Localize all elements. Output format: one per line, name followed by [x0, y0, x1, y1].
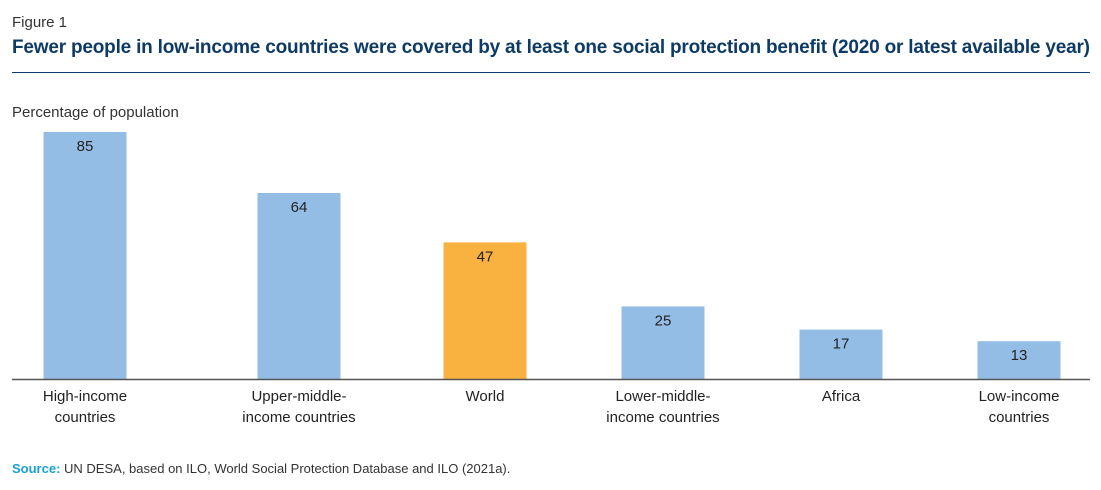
data-label-4: 17 [833, 336, 850, 353]
source-label: Source: [12, 461, 61, 476]
category-label-4-line-0: Africa [822, 388, 861, 405]
category-label-3-line-0: Lower-middle- [615, 388, 710, 405]
category-label-5-line-1: countries [989, 409, 1050, 426]
chart-title: Fewer people in low-income countries wer… [12, 37, 1090, 58]
title-divider [12, 72, 1090, 73]
source-note: Source: UN DESA, based on ILO, World Soc… [12, 461, 510, 476]
category-label-0-line-1: countries [55, 409, 116, 426]
bar-0 [43, 132, 127, 379]
category-label-1-line-0: Upper-middle- [251, 388, 346, 405]
bar-4 [799, 329, 883, 379]
data-label-1: 64 [291, 199, 308, 216]
y-axis-label: Percentage of population [12, 104, 179, 121]
source-text: UN DESA, based on ILO, World Social Prot… [64, 461, 511, 476]
category-label-3-line-1: income countries [606, 409, 719, 426]
category-label-0-line-0: High-income [43, 388, 127, 405]
data-label-0: 85 [77, 138, 94, 155]
data-label-2: 47 [477, 248, 494, 265]
figure-label: Figure 1 [12, 14, 68, 31]
category-label-5-line-0: Low-income [979, 388, 1060, 405]
bar-5 [977, 341, 1061, 379]
data-label-3: 25 [655, 312, 672, 329]
data-label-5: 13 [1011, 347, 1028, 364]
category-label-1-line-1: income countries [242, 409, 355, 426]
bar-2 [443, 242, 527, 379]
bar-1 [257, 193, 341, 379]
category-label-2-line-0: World [466, 388, 505, 405]
bar-3 [621, 306, 705, 379]
